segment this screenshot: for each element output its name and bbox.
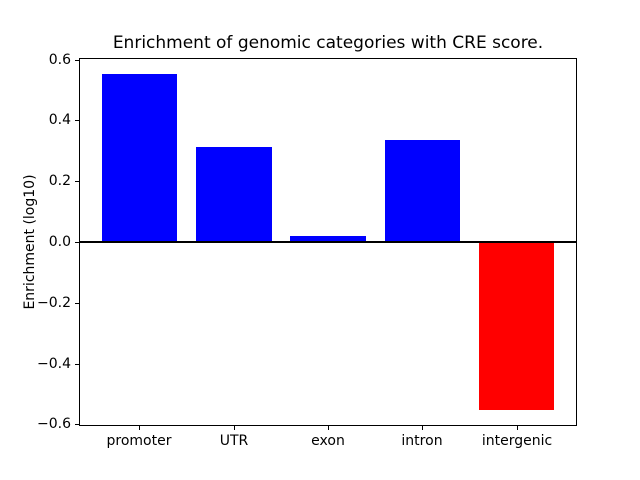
x-tick-label-UTR: UTR [219,433,249,449]
x-tick-label-exon: exon [311,433,345,449]
y-tick-label: 0.2 [48,173,71,189]
bar-intron [384,140,461,242]
y-tick-label: 0.0 [48,234,71,250]
y-tick [75,242,79,243]
y-tick-label: −0.2 [37,295,71,311]
x-tick [517,426,518,430]
y-tick-label: 0.6 [48,52,71,68]
y-tick-label: −0.6 [37,416,71,432]
x-tick [139,426,140,430]
y-tick-label: −0.4 [37,356,71,372]
x-tick [328,426,329,430]
y-tick [75,424,79,425]
x-tick-label-intron: intron [401,433,443,449]
x-tick-label-promoter: promoter [106,433,172,449]
x-tick [234,426,235,430]
bar-UTR [196,146,272,242]
plot-area [79,58,577,426]
y-tick-label: 0.4 [48,112,71,128]
y-tick [75,120,79,121]
y-tick [75,303,79,304]
zero-line [79,241,577,243]
bar-intergenic [478,242,555,410]
x-tick-label-intergenic: intergenic [481,433,553,449]
y-tick [75,181,79,182]
bar-promoter [101,73,178,242]
x-tick [422,426,423,430]
y-tick [75,60,79,61]
y-tick [75,364,79,365]
bar-exon [290,235,366,242]
chart-title: Enrichment of genomic categories with CR… [112,33,544,53]
